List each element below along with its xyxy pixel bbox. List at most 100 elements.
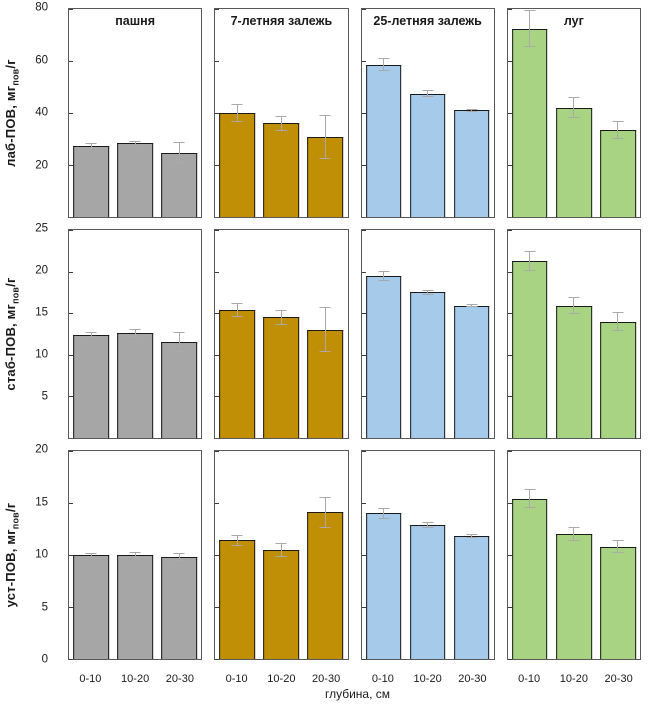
y-tick-mark [215,354,220,356]
error-bar-line [617,311,619,332]
error-bar-cap-top [612,120,624,122]
y-axis-title-text: стаб-ПОВ, мг [3,303,18,391]
x-tick-label: 20-30 [604,673,633,685]
y-tick-mark [69,659,73,660]
y-tick-mark [361,113,366,114]
x-tick-labels-пашня: 0-10 10-20 20-30 [68,671,202,686]
error-bar-line [280,542,282,558]
error-bar-line [280,309,282,325]
error-bar [378,270,390,281]
error-bar [173,552,185,562]
y-tick-label: 0 [41,653,48,666]
error-bar [524,250,536,271]
error-bar-line [324,114,326,159]
y-tick-mark [507,503,512,504]
y-tick-mark [215,271,220,273]
error-bar-line [134,552,136,558]
error-bar-cap-top [129,552,141,554]
bar-10-20 [409,524,446,659]
y-tick-mark [361,659,366,660]
error-bar-line [617,120,619,139]
y-tick-mark [69,503,73,504]
error-bar-line [383,270,385,281]
y-tick-mark [215,555,220,556]
panel-пашня-row1 [68,229,203,439]
error-bar-cap-top [275,309,287,311]
bar-0-10 [511,260,548,438]
error-bar-cap-top [612,311,624,313]
y-axis-title: лаб-ПОВ, мгпов/г [3,59,21,167]
y-tick-mark [215,503,220,504]
y-tick-mark [361,555,366,556]
error-bar-line [90,553,92,557]
error-bar-line [280,115,282,132]
bar-0-10 [511,498,548,659]
error-bar-line [573,97,575,119]
error-bar [466,109,478,112]
error-bar-line [427,521,429,528]
error-bar-cap-bottom [612,330,624,332]
x-tick-label: 0-10 [518,673,541,685]
y-tick-label: 60 [35,53,48,66]
error-bar-line [383,58,385,72]
error-bar-cap-top [275,542,287,544]
error-bar [129,329,141,338]
panel-title: 7-летняя залежь [230,14,333,28]
bar-10-20 [556,305,592,438]
error-bar-cap-top [319,496,331,498]
error-bar [422,289,434,295]
y-axis-row-1: стаб-ПОВ, мгпов/г 5 10 15 20 25 [0,223,56,439]
error-bar-cap-bottom [275,130,287,132]
error-bar-cap-top [231,103,243,105]
y-tick-mark [507,113,512,114]
error-bar [466,534,478,539]
y-tick-mark [69,271,73,273]
error-bar [85,332,97,338]
x-tick-label: 0-10 [79,673,102,685]
bar-0-10 [219,540,256,659]
error-bar-line [427,289,429,295]
y-tick-mark [507,271,512,273]
bar-20-30 [453,305,490,438]
y-tick-label: 20 [35,264,48,277]
bar-20-30 [453,110,490,217]
y-axis-row-2: уст-ПОВ, мгпов/г 0 5 10 15 20 [0,444,56,665]
y-tick-mark [69,230,73,231]
error-bar [568,526,580,542]
error-bar-cap-bottom [129,145,141,146]
error-bar-cap-bottom [129,336,141,338]
error-bar [612,120,624,139]
error-bar-line [178,552,180,562]
error-bar-line [427,89,429,98]
x-axis-gutter [0,671,56,686]
y-tick-label: 10 [35,348,48,361]
y-tick-label: 5 [41,390,48,403]
y-tick-mark [361,165,366,166]
x-tick-label: 0-10 [371,673,394,685]
x-tick-label: 10-20 [267,673,296,685]
error-bar-line [236,103,238,123]
error-bar-cap-top [231,535,243,537]
y-tick-mark [507,9,512,10]
y-tick-mark [507,61,512,62]
error-bar-line [236,535,238,546]
error-bar [231,303,243,317]
error-bar-cap-top [568,297,580,299]
bar-0-10 [511,28,548,217]
bar-20-30 [600,546,636,659]
y-tick-mark [215,451,220,452]
error-bar [173,332,185,353]
error-bar-line [573,526,575,542]
error-bar-cap-top [231,303,243,305]
error-bar-cap-bottom [129,556,141,558]
error-bar-cap-bottom [466,306,478,308]
panel-title: пашня [115,14,155,28]
y-tick-mark [361,396,366,398]
error-bar-cap-bottom [422,293,434,295]
error-bar-cap-bottom [378,279,390,281]
error-bar [173,142,185,163]
error-bar-cap-top [378,58,390,60]
error-bar-line [178,142,180,163]
y-tick-mark [69,9,73,10]
x-tick-label: 20-30 [312,673,341,685]
